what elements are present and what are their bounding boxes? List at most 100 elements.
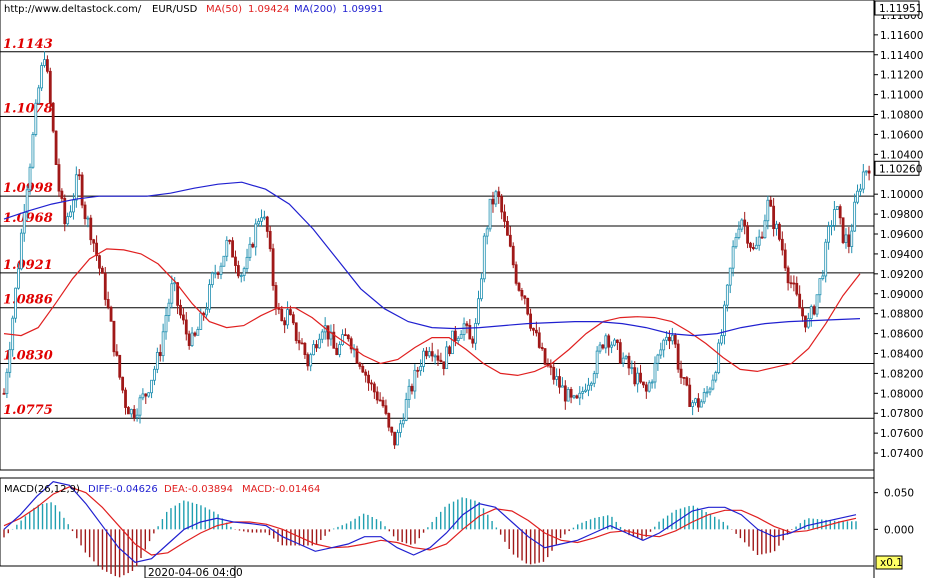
candle-body — [320, 331, 324, 340]
candle-body — [708, 388, 712, 393]
candle-body — [407, 385, 411, 400]
candle-body — [453, 330, 457, 342]
candle-body — [378, 399, 382, 402]
candle-body — [262, 216, 266, 219]
candle-body — [22, 212, 26, 234]
candle-body — [598, 344, 602, 352]
candle-body — [179, 304, 182, 316]
candle-body — [401, 419, 405, 425]
candle-body — [847, 234, 851, 247]
candle-body — [306, 354, 310, 367]
price-tick-label: 1.08600 — [880, 329, 923, 341]
candle-body — [838, 206, 842, 219]
candle-body — [665, 336, 668, 341]
candle-body — [653, 362, 657, 383]
candle-body — [549, 365, 553, 368]
candle-body — [14, 287, 17, 319]
price-tick-label: 1.07800 — [880, 408, 923, 420]
candle-body — [40, 65, 44, 89]
macd-dea-label: DEA:-0.03894 — [164, 484, 233, 495]
candle-body — [650, 381, 654, 384]
candle-body — [809, 306, 813, 319]
candle-body — [338, 344, 342, 356]
candle-body — [309, 354, 313, 367]
candle-body — [474, 322, 478, 344]
candle-body — [642, 381, 645, 386]
candle-body — [416, 369, 420, 372]
candle-body — [138, 397, 142, 416]
candle-body — [511, 245, 515, 266]
candle-body — [630, 367, 634, 370]
candle-body — [181, 314, 185, 321]
candle-body — [398, 423, 402, 433]
candle-body — [607, 335, 611, 348]
candle-body — [584, 389, 587, 392]
candle-body — [740, 219, 744, 230]
candle-body — [144, 393, 148, 397]
candle-body — [720, 335, 723, 344]
price-tick-label: 1.07400 — [880, 448, 923, 460]
candle-body — [578, 392, 582, 399]
candle-body — [19, 232, 23, 270]
candle-body — [121, 376, 125, 391]
zoom-box[interactable] — [875, 555, 903, 570]
candle-body — [289, 309, 292, 316]
candle-body — [867, 170, 871, 174]
candle-body — [95, 242, 98, 257]
candle-body — [60, 190, 64, 199]
candle-body — [835, 206, 839, 210]
candle-body — [601, 344, 605, 349]
candle-body — [488, 198, 492, 230]
candle-body — [494, 191, 498, 205]
candle-body — [731, 246, 735, 269]
candle-body — [118, 354, 122, 378]
candle-body — [268, 230, 272, 250]
candle-body — [477, 298, 480, 324]
site-url: http://www.deltastock.com/ — [4, 4, 142, 15]
candle-body — [77, 174, 81, 177]
price-tick-label: 1.11600 — [880, 30, 923, 42]
candle-body — [124, 389, 127, 408]
candle-body — [746, 225, 749, 244]
candle-body — [832, 209, 836, 226]
candle-body — [364, 371, 368, 376]
candle-body — [297, 340, 301, 344]
candle-body — [792, 282, 796, 285]
candle-body — [503, 211, 506, 222]
level-label: 1.0968 — [3, 211, 53, 226]
candle-body — [697, 398, 700, 408]
candle-body — [757, 236, 761, 246]
level-label: 1.1078 — [3, 102, 53, 117]
candle-body — [335, 347, 339, 356]
candle-body — [508, 234, 512, 247]
candle-body — [265, 216, 269, 232]
candle-body — [404, 399, 408, 421]
candle-body — [523, 295, 527, 299]
candle-body — [315, 344, 318, 349]
candle-body — [769, 199, 773, 207]
candle-body — [260, 217, 263, 222]
candle-body — [28, 166, 32, 191]
candle-body — [57, 164, 61, 192]
candle-body — [841, 217, 845, 243]
candle-body — [766, 199, 770, 222]
candle-body — [210, 272, 214, 286]
candle-body — [705, 391, 709, 394]
price-tick-label: 1.07600 — [880, 428, 923, 440]
level-label: 1.0998 — [3, 181, 53, 196]
candle-body — [479, 278, 483, 300]
candle-body — [425, 350, 428, 357]
candle-body — [358, 362, 362, 367]
candle-body — [668, 336, 671, 342]
candle-body — [445, 346, 449, 370]
candle-body — [624, 355, 628, 359]
zoom-label[interactable]: x0.1 — [880, 557, 903, 569]
candle-body — [361, 366, 365, 373]
ma200-value: 1.09991 — [342, 4, 383, 15]
ma200-line — [3, 181, 861, 337]
candle-body — [795, 282, 799, 295]
candle-body — [581, 391, 585, 394]
candle-body — [442, 361, 446, 370]
